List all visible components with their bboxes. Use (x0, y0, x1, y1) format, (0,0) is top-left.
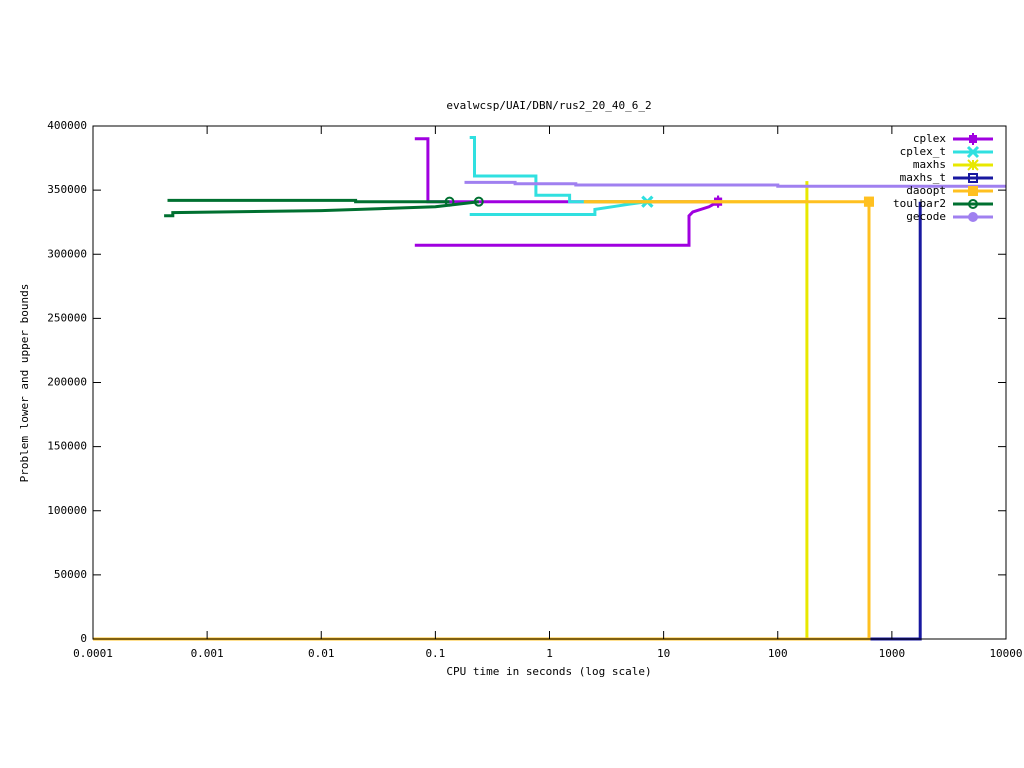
x-tick-label: 10 (657, 647, 670, 660)
x-tick-label: 1000 (879, 647, 906, 660)
x-tick-label: 1 (546, 647, 553, 660)
legend-label: cplex_t (900, 145, 946, 158)
marker-square (968, 186, 978, 196)
x-axis-label: CPU time in seconds (log scale) (446, 665, 651, 678)
legend-marker (968, 186, 978, 196)
series-line (469, 136, 648, 216)
x-tick-label: 0.1 (425, 647, 445, 660)
marker-plus (967, 133, 979, 145)
x-tick-label: 0.01 (308, 647, 335, 660)
y-tick-label: 200000 (47, 376, 87, 389)
legend-label: cplex (913, 132, 946, 145)
y-tick-label: 50000 (54, 568, 87, 581)
y-tick-label: 0 (80, 632, 87, 645)
marker-square (968, 173, 978, 183)
x-tick-label: 10000 (989, 647, 1022, 660)
series-line (464, 180, 1006, 188)
y-tick-label: 150000 (47, 440, 87, 453)
legend-marker (967, 133, 979, 145)
marker-circle (968, 212, 978, 222)
legend-marker (968, 212, 978, 222)
legend-label: gecode (906, 210, 946, 223)
legend-label: maxhs_t (900, 171, 946, 184)
marker-star (967, 159, 979, 171)
marker-cross (966, 145, 980, 159)
series-line (164, 198, 479, 218)
y-tick-label: 400000 (47, 119, 87, 132)
legend-label: maxhs (913, 158, 946, 171)
legend-marker (967, 159, 979, 171)
x-tick-label: 0.001 (191, 647, 224, 660)
legend-marker (966, 145, 980, 159)
legend-label: daoopt (906, 184, 946, 197)
data-point (473, 196, 484, 207)
chart-title: evalwcsp/UAI/DBN/rus2_20_40_6_2 (446, 99, 651, 112)
marker-circle (473, 196, 484, 207)
legend-label: toulbar2 (893, 197, 946, 210)
data-point (863, 196, 874, 207)
y-tick-label: 100000 (47, 504, 87, 517)
marker-circle (968, 199, 978, 209)
y-tick-label: 350000 (47, 183, 87, 196)
legend-marker (968, 199, 978, 209)
y-tick-label: 250000 (47, 311, 87, 324)
x-tick-label: 100 (768, 647, 788, 660)
marker-circle (444, 196, 455, 207)
x-tick-label: 0.0001 (73, 647, 113, 660)
legend-marker (968, 173, 978, 183)
data-point (444, 196, 455, 207)
marker-square (863, 196, 874, 207)
y-axis-label: Problem lower and upper bounds (18, 284, 31, 483)
y-tick-label: 300000 (47, 247, 87, 260)
